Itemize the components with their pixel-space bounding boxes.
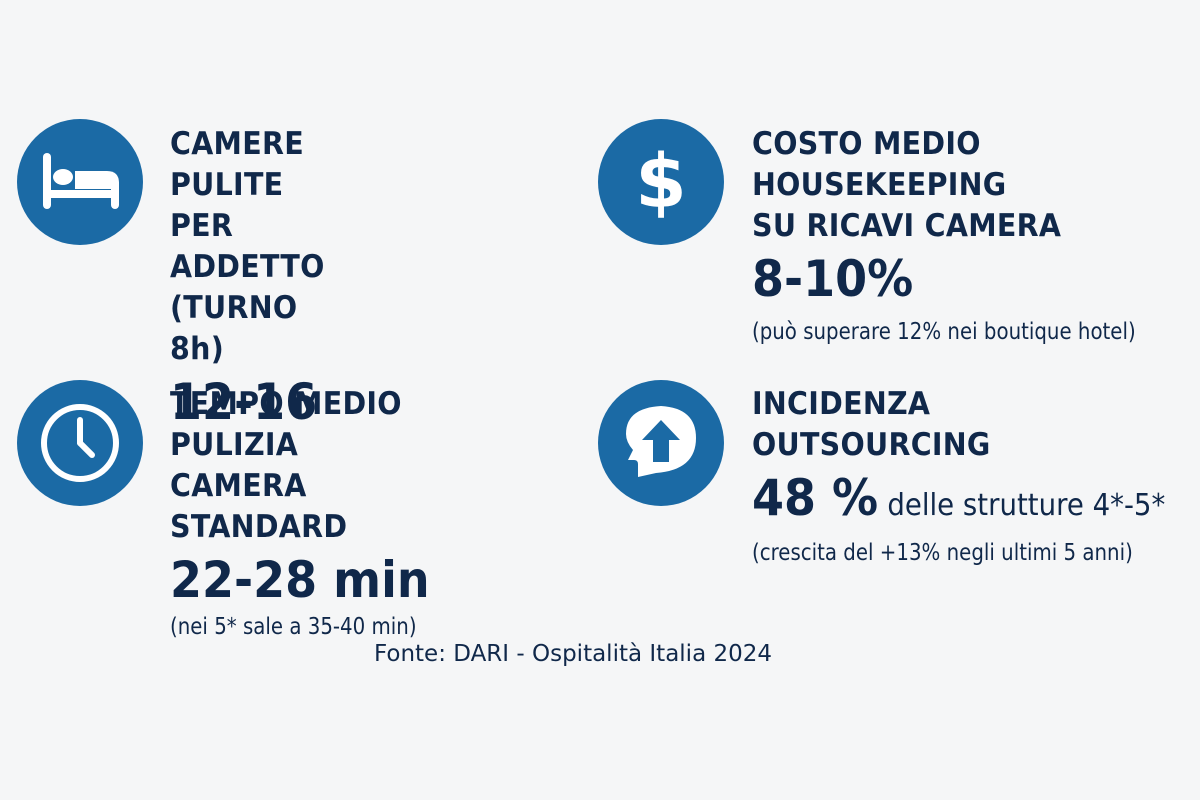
stat-title: COSTO MEDIO HOUSEKEEPING SU RICAVI CAMER… xyxy=(752,126,1062,244)
stat-value: 22-28 min xyxy=(170,551,430,609)
stat-title: TEMPO MEDIO PULIZIA CAMERA STANDARD xyxy=(170,386,402,545)
head-arrow-up-icon xyxy=(598,380,724,506)
stat-title: CAMERE PULITE PER ADDETTO (TURNO 8h) xyxy=(170,126,325,367)
stat-note: (nei 5* sale a 35-40 min) xyxy=(170,614,417,640)
stat-value: 8-10% xyxy=(752,250,914,308)
stat-value-row: 48 % delle strutture 4*-5* xyxy=(752,470,1165,534)
bed-icon xyxy=(17,119,143,245)
clock-icon xyxy=(17,380,143,506)
svg-text:$: $ xyxy=(635,139,687,225)
stat-title: INCIDENZA OUTSOURCING xyxy=(752,386,991,463)
stat-value: 48 % xyxy=(752,469,879,527)
stat-note: (crescita del +13% negli ultimi 5 anni) xyxy=(752,540,1133,566)
dollar-icon: $ xyxy=(598,119,724,245)
stat-value-suffix: delle strutture 4*-5* xyxy=(887,488,1166,523)
stat-value: 12-16 xyxy=(170,373,318,431)
source-caption: Fonte: DARI - Ospitalità Italia 2024 xyxy=(373,641,773,667)
stat-note: (può superare 12% nei boutique hotel) xyxy=(752,319,1136,345)
